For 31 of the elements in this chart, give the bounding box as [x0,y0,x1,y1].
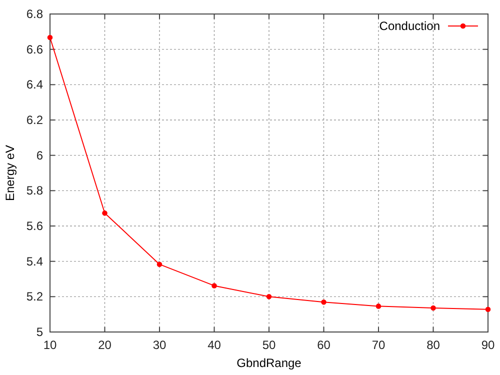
y-tick-label: 6.4 [26,78,44,92]
point [485,306,491,312]
x-tick-label: 10 [43,338,57,352]
x-tick-label: 20 [98,338,112,352]
y-tick-label: 5.8 [26,184,44,198]
y-tick-label: 5.4 [26,254,44,268]
point [376,304,382,309]
x-tick-label: 70 [372,338,386,352]
point [321,300,326,305]
x-tick-label: 40 [208,338,222,352]
point [266,294,272,300]
x-tick-label: 80 [426,338,440,352]
y-tick-label: 6.2 [26,113,44,127]
y-tick-label: 6 [36,148,44,162]
y-tick-label: 5 [36,325,44,339]
legend-label: Conduction [379,19,440,33]
x-tick-label: 90 [481,338,495,352]
point [47,34,53,40]
x-tick-label: 60 [317,338,331,352]
point [430,305,436,311]
point [212,283,217,288]
y-tick-label: 6.6 [26,42,44,56]
x-tick-label: 50 [262,338,276,352]
y-tick-label: 6.8 [26,7,44,21]
point [156,262,162,267]
x-axis-title: GbndRange [236,356,302,370]
y-tick-label: 5.2 [26,290,44,304]
point [102,210,108,216]
x-tick-label: 30 [152,338,166,352]
y-tick-label: 5.6 [26,219,44,233]
y-axis-title: Energy eV [3,144,17,202]
